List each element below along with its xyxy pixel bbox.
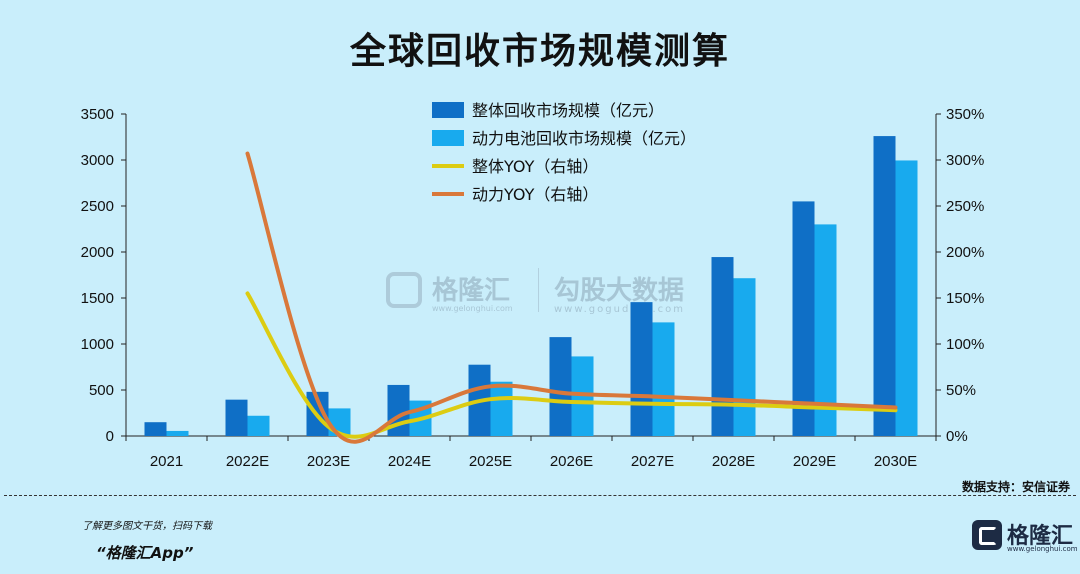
y-right-tick-label: 100%: [946, 336, 984, 353]
bar-battery: [652, 322, 675, 436]
chart-title: 全球回收市场规模测算: [349, 31, 730, 72]
x-tick-label: 2024E: [388, 453, 431, 470]
y-right-tick-label: 350%: [946, 106, 984, 123]
logo-name: 格隆汇: [1007, 524, 1074, 549]
logo-icon: [972, 520, 1002, 550]
bar-total: [549, 337, 572, 436]
brand-logo: 格隆汇 www.gelonghui.com: [972, 518, 1078, 554]
y-right-tick-label: 150%: [946, 290, 984, 307]
footer-divider: [4, 495, 1076, 496]
legend-label: 动力YOY（右轴）: [472, 185, 598, 204]
bar-total: [873, 136, 896, 436]
y-left-tick-label: 0: [106, 428, 114, 445]
footer-note: 了解更多图文干货，扫码下载: [82, 521, 212, 532]
watermark-name: 格隆汇: [432, 276, 511, 306]
y-left-tick-label: 2000: [81, 244, 114, 261]
chart-area: 0 500 1000 1500 2000 2500 3000 3500 0% 50% 100% 150…: [81, 101, 985, 470]
bar-battery: [490, 381, 513, 436]
legend-label: 整体YOY（右轴）: [472, 157, 598, 176]
x-tick-label: 2028E: [712, 453, 755, 470]
x-tick-label: 2022E: [226, 453, 269, 470]
x-tick-label: 2029E: [793, 453, 836, 470]
watermark-divider: [538, 268, 539, 312]
y-left-tick-label: 500: [89, 382, 114, 399]
y-left-tick-label: 2500: [81, 198, 114, 215]
bar-total: [630, 302, 653, 436]
data-source: 数据支持：安信证券: [961, 480, 1070, 494]
x-tick-label: 2030E: [874, 453, 917, 470]
watermark-url: www.gelonghui.com: [432, 304, 513, 313]
watermark-url-2: www.gogudata.com: [554, 304, 686, 315]
y-right-tick-label: 300%: [946, 152, 984, 169]
watermark: 格隆汇 www.gelonghui.com 勾股大数据 www.gogudata…: [386, 268, 696, 318]
footer-app-name: “格隆汇App”: [96, 544, 194, 562]
x-tick-label: 2027E: [631, 453, 674, 470]
legend-label: 整体回收市场规模（亿元）: [472, 101, 664, 120]
x-tick-label: 2025E: [469, 453, 512, 470]
y-right-tick-label: 250%: [946, 198, 984, 215]
bar-battery: [733, 278, 756, 436]
y-left-tick-label: 3500: [81, 106, 114, 123]
watermark-name-2: 勾股大数据: [554, 276, 685, 306]
legend-swatch: [432, 102, 464, 118]
y-left-tick-label: 1500: [81, 290, 114, 307]
bar-total: [792, 201, 815, 436]
y-right-tick-label: 50%: [946, 382, 976, 399]
y-left-tick-label: 1000: [81, 336, 114, 353]
x-tick-label: 2021: [150, 453, 183, 470]
legend-swatch: [432, 130, 464, 146]
y-left-tick-label: 3000: [81, 152, 114, 169]
legend-label: 动力电池回收市场规模（亿元）: [472, 129, 696, 148]
bar-battery: [814, 224, 837, 436]
watermark-logo-icon: [386, 272, 422, 308]
bar-total: [144, 422, 167, 436]
bar-total: [711, 257, 734, 436]
bar-battery: [166, 430, 189, 436]
logo-url: www.gelonghui.com: [1007, 545, 1078, 553]
y-right-tick-label: 0%: [946, 428, 968, 445]
x-tick-label: 2026E: [550, 453, 593, 470]
x-tick-label: 2023E: [307, 453, 350, 470]
bar-battery: [895, 160, 918, 436]
bar-total: [225, 399, 248, 436]
y-right-tick-label: 200%: [946, 244, 984, 261]
bar-battery: [247, 415, 270, 436]
line-battery-yoy: [245, 151, 898, 444]
